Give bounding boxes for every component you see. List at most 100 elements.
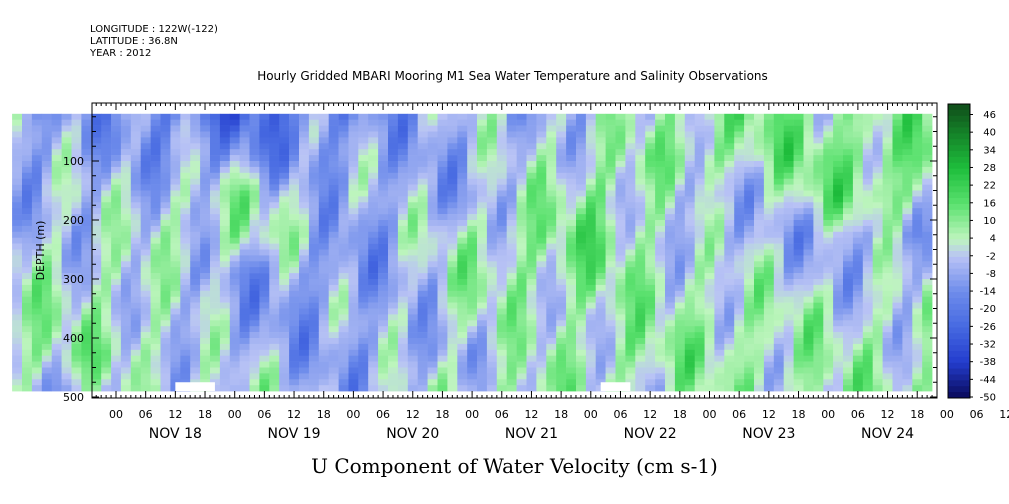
- heatmap-cell: [427, 326, 438, 333]
- heatmap-cell: [338, 125, 349, 132]
- heatmap-cell: [714, 326, 725, 333]
- heatmap-cell: [101, 202, 112, 209]
- heatmap-cell: [378, 196, 389, 203]
- heatmap-cell: [318, 113, 329, 120]
- heatmap-cell: [625, 166, 636, 174]
- heatmap-cell: [190, 320, 201, 327]
- heatmap-cell: [388, 261, 399, 268]
- heatmap-cell: [684, 202, 695, 209]
- heatmap-cell: [120, 214, 132, 221]
- heatmap-cell: [674, 290, 686, 297]
- heatmap-cell: [130, 284, 141, 292]
- heatmap-cell: [496, 267, 507, 274]
- heatmap-cell: [833, 249, 844, 256]
- heatmap-cell: [299, 373, 310, 380]
- heatmap-cell: [783, 338, 794, 345]
- heatmap-cell: [378, 261, 389, 268]
- heatmap-cell: [467, 196, 478, 203]
- heatmap-cell: [41, 243, 52, 250]
- heatmap-cell: [279, 220, 290, 227]
- heatmap-cell: [397, 373, 409, 380]
- colorbar-swatch: [948, 233, 970, 240]
- heatmap-cell: [229, 361, 240, 368]
- heatmap-cell: [31, 379, 43, 386]
- heatmap-cell: [130, 302, 141, 309]
- heatmap-cell: [170, 279, 181, 286]
- heatmap-cell: [160, 279, 171, 286]
- heatmap-cell: [813, 178, 824, 185]
- heatmap-cell: [902, 243, 913, 250]
- heatmap-cell: [180, 202, 191, 209]
- heatmap-cell: [773, 326, 784, 333]
- heatmap-cell: [773, 320, 784, 327]
- colorbar-label: 34: [983, 145, 996, 156]
- heatmap-cell: [803, 261, 814, 268]
- heatmap-cell: [91, 131, 102, 138]
- heatmap-cell: [348, 296, 359, 303]
- heatmap-cell: [882, 113, 893, 120]
- heatmap-cell: [526, 237, 537, 244]
- colorbar-swatch: [948, 339, 970, 346]
- heatmap-cell: [150, 214, 161, 221]
- heatmap-cell: [803, 255, 814, 262]
- heatmap-cell: [91, 202, 102, 209]
- heatmap-cell: [595, 373, 606, 380]
- heatmap-cell: [467, 166, 478, 174]
- heatmap-cell: [754, 113, 765, 120]
- heatmap-cell: [249, 220, 260, 227]
- heatmap-cell: [358, 296, 369, 303]
- heatmap-cell: [694, 190, 705, 197]
- heatmap-cell: [674, 131, 686, 138]
- heatmap-cell: [922, 161, 933, 168]
- heatmap-cell: [496, 237, 507, 244]
- heatmap-cell: [773, 125, 784, 132]
- heatmap-cell: [496, 172, 507, 179]
- heatmap-cell: [368, 172, 379, 179]
- heatmap-cell: [417, 225, 428, 233]
- heatmap-cell: [704, 137, 715, 144]
- heatmap-cell: [556, 225, 567, 233]
- heatmap-cell: [823, 308, 834, 315]
- heatmap-cell: [150, 343, 161, 351]
- heatmap-cell: [219, 202, 231, 209]
- heatmap-cell: [140, 296, 151, 303]
- heatmap-cell: [229, 125, 240, 132]
- heatmap-cell: [368, 119, 379, 126]
- heatmap-cell: [714, 220, 725, 227]
- heatmap-cell: [31, 166, 43, 174]
- heatmap-cell: [734, 178, 745, 185]
- heatmap-cell: [190, 373, 201, 380]
- heatmap-cell: [308, 220, 320, 227]
- heatmap-cell: [526, 267, 537, 274]
- heatmap-cell: [190, 273, 201, 280]
- heatmap-cell: [477, 208, 488, 215]
- heatmap-cell: [605, 161, 616, 168]
- heatmap-cell: [111, 243, 122, 250]
- heatmap-cell: [160, 237, 171, 244]
- heatmap-cell: [388, 385, 399, 392]
- heatmap-cell: [862, 379, 873, 386]
- heatmap-cell: [665, 243, 676, 250]
- heatmap-cell: [190, 349, 201, 356]
- heatmap-cell: [249, 373, 260, 380]
- heatmap-cell: [763, 338, 775, 345]
- heatmap-cell: [803, 373, 814, 380]
- heatmap-cell: [318, 214, 329, 221]
- heatmap-cell: [41, 367, 52, 374]
- heatmap-cell: [645, 143, 656, 150]
- heatmap-cell: [773, 149, 784, 156]
- heatmap-cell: [615, 284, 626, 292]
- heatmap-cell: [338, 166, 349, 174]
- heatmap-cell: [200, 326, 211, 333]
- heatmap-cell: [763, 273, 775, 280]
- heatmap-cell: [665, 296, 676, 303]
- colorbar-swatch: [948, 286, 970, 293]
- heatmap-cell: [249, 267, 260, 274]
- heatmap-cell: [71, 355, 82, 362]
- heatmap-cell: [576, 296, 587, 303]
- heatmap-cell: [229, 220, 240, 227]
- heatmap-cell: [922, 143, 933, 150]
- heatmap-cell: [635, 320, 646, 327]
- heatmap-cell: [348, 379, 359, 386]
- colorbar-swatch: [948, 362, 970, 369]
